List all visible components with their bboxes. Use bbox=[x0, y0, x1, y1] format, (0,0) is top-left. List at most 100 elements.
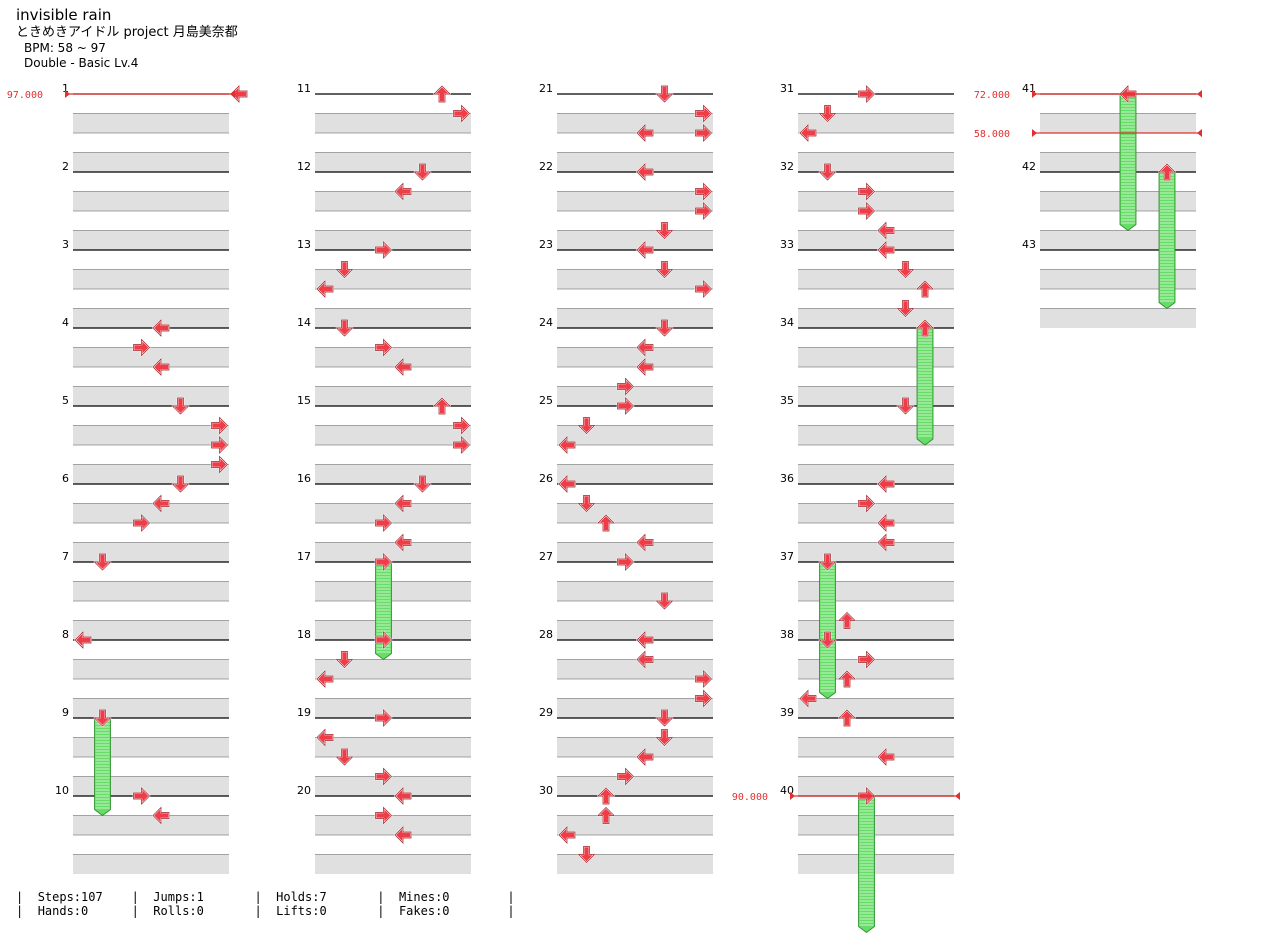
arrow-down-icon bbox=[577, 845, 596, 864]
bpm-label: 90.000 bbox=[732, 792, 768, 803]
measure-number: 26 bbox=[539, 472, 553, 485]
beat-band bbox=[557, 815, 713, 835]
hold-note bbox=[916, 319, 934, 446]
arrow-down-icon bbox=[896, 260, 915, 279]
measure-number: 11 bbox=[297, 82, 311, 95]
arrow-down-icon bbox=[655, 85, 674, 103]
measure-number: 8 bbox=[62, 628, 69, 641]
arrow-down-icon bbox=[655, 260, 674, 279]
arrow-right-icon bbox=[616, 377, 635, 396]
arrow-right-icon bbox=[857, 182, 876, 201]
measure-number: 9 bbox=[62, 706, 69, 719]
beat-band bbox=[315, 425, 471, 445]
bpm-changes: 97.000 72.000 58.000 90.000 bbox=[7, 90, 1202, 803]
measure-41: 41 bbox=[1022, 82, 1196, 172]
beat-band bbox=[798, 230, 954, 250]
arrow-left-icon bbox=[152, 806, 170, 825]
arrow-up-icon bbox=[433, 85, 451, 103]
measure-number: 27 bbox=[539, 550, 553, 563]
arrow-up-icon bbox=[838, 709, 856, 727]
beat-band bbox=[73, 581, 229, 601]
bpm-label: 58.000 bbox=[974, 129, 1010, 140]
arrow-down-icon bbox=[413, 163, 432, 181]
measure-number: 4 bbox=[62, 316, 69, 329]
arrow-left-icon bbox=[558, 826, 576, 844]
measure-7: 7 bbox=[62, 550, 229, 640]
arrow-left-icon bbox=[316, 280, 334, 298]
measure-36: 36 bbox=[780, 472, 954, 562]
stat-lifts: Lifts:0 bbox=[276, 904, 327, 918]
arrow-up-icon bbox=[597, 787, 615, 805]
arrow-left-icon bbox=[394, 182, 412, 201]
beat-band bbox=[557, 230, 713, 250]
measure-17: 17 bbox=[297, 550, 471, 640]
arrow-down-icon bbox=[818, 104, 837, 123]
measure-number: 32 bbox=[780, 160, 794, 173]
arrow-left-icon bbox=[636, 650, 654, 669]
measure-number: 36 bbox=[780, 472, 794, 485]
stat-rolls: Rolls:0 bbox=[153, 904, 204, 918]
arrow-down-icon bbox=[335, 748, 354, 766]
measure-21: 21 bbox=[539, 82, 713, 172]
measure-33: 33 bbox=[780, 238, 954, 328]
arrow-right-icon bbox=[452, 416, 471, 435]
arrow-right-icon bbox=[694, 202, 713, 220]
hold-notes bbox=[93, 85, 1176, 933]
measure-37: 37 bbox=[780, 550, 954, 640]
measure-10: 10 bbox=[55, 784, 229, 874]
arrow-left-icon bbox=[152, 358, 170, 376]
beat-band bbox=[557, 113, 713, 133]
measure-20: 20 bbox=[297, 784, 471, 874]
beat-band bbox=[798, 542, 954, 562]
beat-band bbox=[798, 269, 954, 289]
beat-band bbox=[557, 620, 713, 640]
beat-band bbox=[73, 464, 229, 484]
arrow-right-icon bbox=[132, 787, 151, 805]
beat-band bbox=[798, 620, 954, 640]
arrow-left-icon bbox=[877, 221, 895, 240]
measure-28: 28 bbox=[539, 628, 713, 718]
bpm-right-marker bbox=[230, 90, 235, 98]
measure-number: 3 bbox=[62, 238, 69, 251]
beat-band bbox=[557, 269, 713, 289]
beat-band bbox=[315, 386, 471, 406]
beat-band bbox=[315, 698, 471, 718]
beat-band bbox=[315, 776, 471, 796]
beat-band bbox=[798, 386, 954, 406]
beat-band bbox=[73, 737, 229, 757]
hold-note bbox=[1158, 163, 1176, 309]
beat-band bbox=[1040, 191, 1196, 211]
arrow-up-icon bbox=[597, 514, 615, 532]
beat-band bbox=[798, 815, 954, 835]
beat-band bbox=[798, 464, 954, 484]
arrow-left-icon bbox=[636, 631, 654, 649]
arrow-right-icon bbox=[452, 436, 471, 454]
arrow-right-icon bbox=[374, 806, 393, 825]
arrow-right-icon bbox=[857, 202, 876, 220]
measure-6: 6 bbox=[62, 472, 229, 562]
arrow-left-icon bbox=[877, 748, 895, 766]
beat-band bbox=[1040, 152, 1196, 172]
arrow-left-icon bbox=[152, 494, 170, 513]
arrow-left-icon bbox=[394, 358, 412, 376]
song-header: invisible rain ときめきアイドル project 月島美奈都 BP… bbox=[16, 8, 238, 72]
arrow-left-icon bbox=[799, 689, 817, 708]
measure-number: 17 bbox=[297, 550, 311, 563]
measure-number: 1 bbox=[62, 82, 69, 95]
arrow-down-icon bbox=[577, 416, 596, 435]
measure-2: 2 bbox=[62, 160, 229, 250]
arrow-right-icon bbox=[694, 670, 713, 688]
bpm-marker: 90.000 bbox=[732, 792, 960, 803]
arrow-left-icon bbox=[394, 494, 412, 513]
beat-band bbox=[557, 425, 713, 445]
bpm-marker: 72.000 bbox=[974, 90, 1202, 101]
measure-30: 30 bbox=[539, 784, 713, 874]
measure-11: 11 bbox=[297, 82, 471, 172]
hold-head-arrow bbox=[916, 319, 934, 337]
arrow-left-icon bbox=[636, 163, 654, 181]
beat-band bbox=[798, 113, 954, 133]
measure-5: 5 bbox=[62, 394, 229, 484]
measure-number: 21 bbox=[539, 82, 553, 95]
beat-band bbox=[557, 737, 713, 757]
beat-band bbox=[315, 152, 471, 172]
